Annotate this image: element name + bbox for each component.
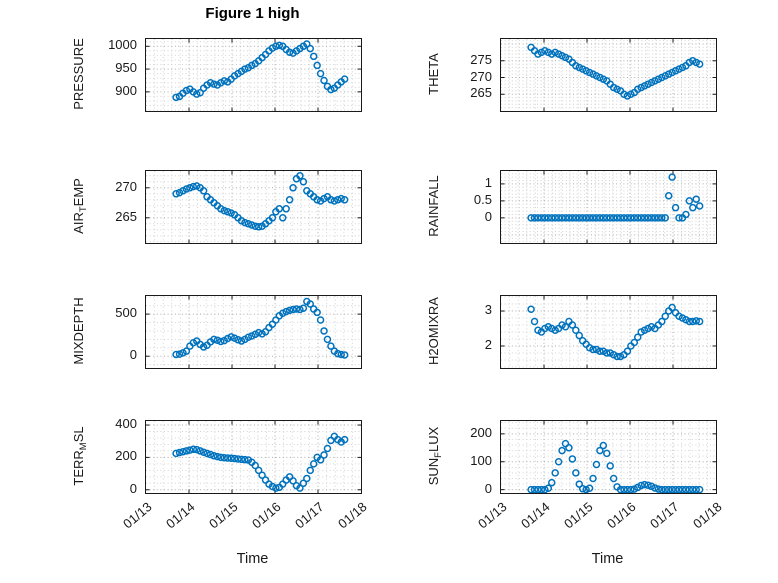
y-tick-label: 0 [129,347,137,363]
y-tick-label: 400 [115,416,137,432]
y-tick-label: 900 [115,82,137,98]
y-axis-label: TERRMSL [71,426,89,486]
subplot-THETA [500,38,717,112]
y-tick-label: 0 [129,480,137,496]
subplot-AIR_TEMP [145,170,362,244]
plot-area [501,296,716,368]
y-tick-label: 3 [484,302,492,318]
y-tick-label: 1000 [108,37,137,53]
subplot-TERR_MSL [145,420,362,494]
y-tick-label: 1 [484,174,492,190]
y-tick-label: 2 [484,336,492,352]
y-tick-label: 100 [470,452,492,468]
y-tick-label: 270 [115,178,137,194]
y-tick-label: 200 [470,424,492,440]
y-tick-label: 275 [470,51,492,67]
plot-area [501,171,716,243]
plot-area [501,421,716,493]
subplot-MIXDEPTH [145,295,362,369]
series-markers [527,173,704,222]
y-tick-label: 0.5 [473,191,492,207]
y-tick-label: 950 [115,60,137,76]
series-markers [527,43,704,100]
y-tick-label: 0 [484,480,492,496]
plot-area [146,171,361,243]
plot-area [146,39,361,111]
series-markers [527,439,704,493]
series-markers [172,172,349,231]
x-axis-title-left: Time [236,551,269,567]
y-tick-label: 265 [470,85,492,101]
subplot-SUN_FLUX [500,420,717,494]
series-markers [172,297,349,359]
series-markers [172,40,349,102]
x-axis-title-right: Time [591,551,624,567]
y-tick-label: 0 [484,208,492,224]
y-tick-label: 200 [115,448,137,464]
y-tick-label: 500 [115,305,137,321]
series-markers [172,432,349,492]
plot-area [501,39,716,111]
subplot-RAINFALL [500,170,717,244]
y-tick-label: 270 [470,68,492,84]
plot-area [146,421,361,493]
figure-title: Figure 1 high [205,5,300,22]
plot-area [146,296,361,368]
series-markers [527,303,704,361]
y-tick-label: 265 [115,208,137,224]
subplot-H2OMIXRA [500,295,717,369]
subplot-PRESSURE [145,38,362,112]
y-axis-label: SUNFLUX [426,426,444,486]
